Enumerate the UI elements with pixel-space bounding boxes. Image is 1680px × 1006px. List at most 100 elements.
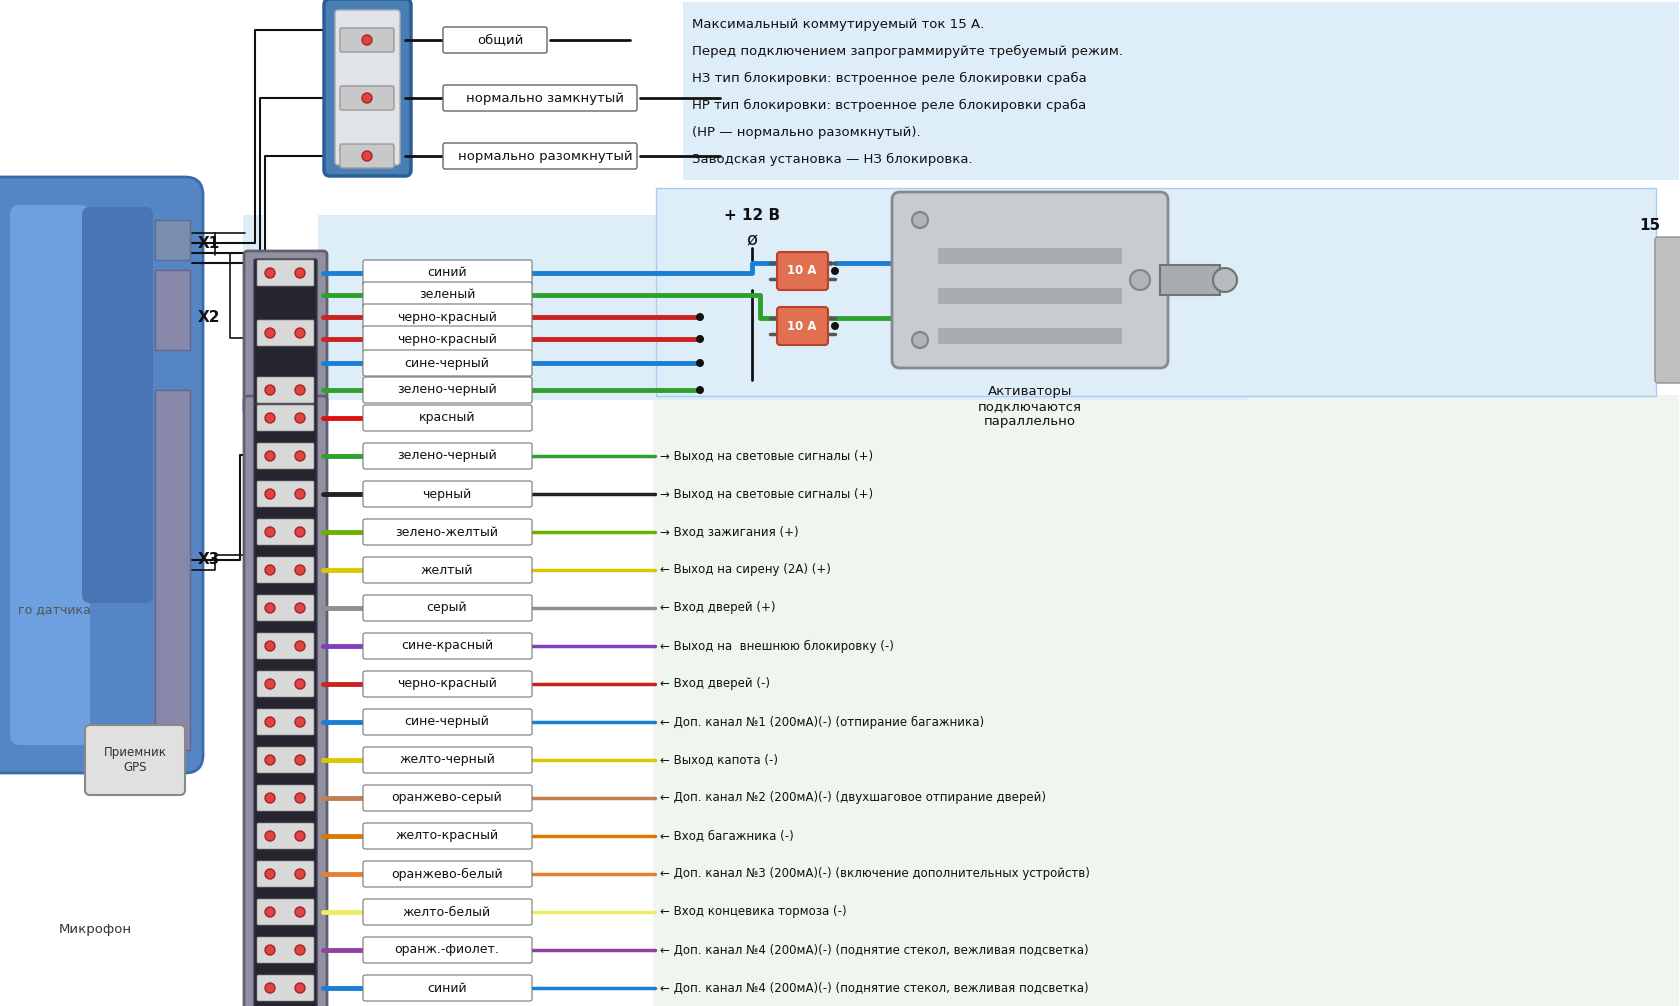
FancyBboxPatch shape <box>363 823 531 849</box>
Text: X2: X2 <box>198 311 220 326</box>
FancyBboxPatch shape <box>257 320 314 346</box>
FancyBboxPatch shape <box>257 633 314 659</box>
Circle shape <box>265 565 276 575</box>
Circle shape <box>265 413 276 423</box>
FancyBboxPatch shape <box>257 260 314 286</box>
FancyBboxPatch shape <box>339 144 393 168</box>
Circle shape <box>265 527 276 537</box>
Text: желтый: желтый <box>420 563 474 576</box>
FancyBboxPatch shape <box>244 252 328 414</box>
Text: нормально разомкнутый: нормально разомкнутый <box>457 150 632 163</box>
FancyBboxPatch shape <box>363 937 531 963</box>
Text: Активаторы
подключаются
параллельно: Активаторы подключаются параллельно <box>978 385 1082 428</box>
Circle shape <box>830 322 838 330</box>
FancyBboxPatch shape <box>257 709 314 735</box>
Circle shape <box>294 603 304 613</box>
Text: НЗ тип блокировки: встроенное реле блокировки сраба: НЗ тип блокировки: встроенное реле блоки… <box>692 72 1085 86</box>
Circle shape <box>265 451 276 461</box>
Text: Перед подключением запрограммируйте требуемый режим.: Перед подключением запрограммируйте треб… <box>692 45 1122 58</box>
FancyBboxPatch shape <box>257 785 314 811</box>
Text: зелено-желтый: зелено-желтый <box>395 525 499 538</box>
Text: черно-красный: черно-красный <box>396 311 497 324</box>
Text: общий: общий <box>477 33 522 46</box>
FancyBboxPatch shape <box>257 443 314 469</box>
Text: сине-черный: сине-черный <box>405 356 489 369</box>
FancyBboxPatch shape <box>363 899 531 925</box>
Text: ø: ø <box>746 231 758 249</box>
FancyBboxPatch shape <box>363 326 531 352</box>
Text: черный: черный <box>422 488 472 501</box>
Text: 10 А: 10 А <box>786 320 816 333</box>
Text: ← Выход капота (-): ← Выход капота (-) <box>660 753 778 767</box>
Circle shape <box>294 268 304 278</box>
Circle shape <box>294 679 304 689</box>
Text: → Выход на световые сигналы (+): → Выход на световые сигналы (+) <box>660 450 872 463</box>
Circle shape <box>294 328 304 338</box>
FancyBboxPatch shape <box>444 143 637 169</box>
Text: желто-белый: желто-белый <box>403 905 491 918</box>
Circle shape <box>294 413 304 423</box>
FancyBboxPatch shape <box>257 823 314 849</box>
FancyBboxPatch shape <box>363 405 531 431</box>
Text: → Вход зажигания (+): → Вход зажигания (+) <box>660 525 798 538</box>
FancyBboxPatch shape <box>937 248 1121 264</box>
FancyBboxPatch shape <box>1655 237 1680 383</box>
Circle shape <box>294 641 304 651</box>
FancyBboxPatch shape <box>257 747 314 773</box>
FancyBboxPatch shape <box>937 288 1121 304</box>
Text: Приемник
GPS: Приемник GPS <box>104 746 166 774</box>
FancyBboxPatch shape <box>257 899 314 925</box>
Text: ← Доп. канал №3 (200мА)(-) (включение дополнительных устройств): ← Доп. канал №3 (200мА)(-) (включение до… <box>660 867 1089 880</box>
FancyBboxPatch shape <box>257 481 314 507</box>
Text: оранж.-фиолет.: оранж.-фиолет. <box>395 944 499 957</box>
FancyBboxPatch shape <box>363 443 531 469</box>
Circle shape <box>265 717 276 727</box>
FancyBboxPatch shape <box>257 557 314 583</box>
Text: черно-красный: черно-красный <box>396 333 497 345</box>
Text: зелено-черный: зелено-черный <box>396 383 497 396</box>
FancyBboxPatch shape <box>10 205 91 745</box>
FancyBboxPatch shape <box>334 10 400 165</box>
FancyBboxPatch shape <box>363 304 531 330</box>
FancyBboxPatch shape <box>257 519 314 545</box>
Text: го датчика: го датчика <box>18 604 91 617</box>
Text: 15: 15 <box>1638 217 1660 232</box>
Circle shape <box>265 869 276 879</box>
Circle shape <box>294 831 304 841</box>
Circle shape <box>912 332 927 348</box>
Text: 10 А: 10 А <box>786 265 816 278</box>
Circle shape <box>294 907 304 917</box>
FancyBboxPatch shape <box>86 725 185 795</box>
Circle shape <box>265 641 276 651</box>
Bar <box>155 390 190 750</box>
Circle shape <box>294 793 304 803</box>
FancyBboxPatch shape <box>937 328 1121 344</box>
FancyBboxPatch shape <box>363 861 531 887</box>
Text: ← Доп. канал №2 (200мА)(-) (двухшаговое отпирание дверей): ← Доп. канал №2 (200мА)(-) (двухшаговое … <box>660 792 1045 805</box>
Circle shape <box>294 489 304 499</box>
Text: Максимальный коммутируемый ток 15 А.: Максимальный коммутируемый ток 15 А. <box>692 18 984 31</box>
FancyBboxPatch shape <box>257 405 314 431</box>
Circle shape <box>294 945 304 955</box>
Text: X1: X1 <box>198 235 220 250</box>
Circle shape <box>912 212 927 228</box>
Bar <box>682 2 1678 180</box>
Bar <box>155 270 190 350</box>
Circle shape <box>696 335 704 343</box>
Circle shape <box>265 268 276 278</box>
FancyBboxPatch shape <box>254 259 318 406</box>
Text: → Выход на световые сигналы (+): → Выход на световые сигналы (+) <box>660 488 872 501</box>
FancyBboxPatch shape <box>363 595 531 621</box>
Text: зеленый: зеленый <box>418 289 475 302</box>
Circle shape <box>265 328 276 338</box>
Text: черно-красный: черно-красный <box>396 677 497 690</box>
Circle shape <box>265 907 276 917</box>
Bar <box>244 215 262 400</box>
FancyBboxPatch shape <box>776 252 828 290</box>
FancyBboxPatch shape <box>257 937 314 963</box>
FancyBboxPatch shape <box>257 595 314 621</box>
Circle shape <box>696 313 704 321</box>
Text: ← Вход багажника (-): ← Вход багажника (-) <box>660 830 793 842</box>
FancyBboxPatch shape <box>444 27 546 53</box>
Text: ← Доп. канал №1 (200мА)(-) (отпирание багажника): ← Доп. канал №1 (200мА)(-) (отпирание ба… <box>660 715 983 728</box>
